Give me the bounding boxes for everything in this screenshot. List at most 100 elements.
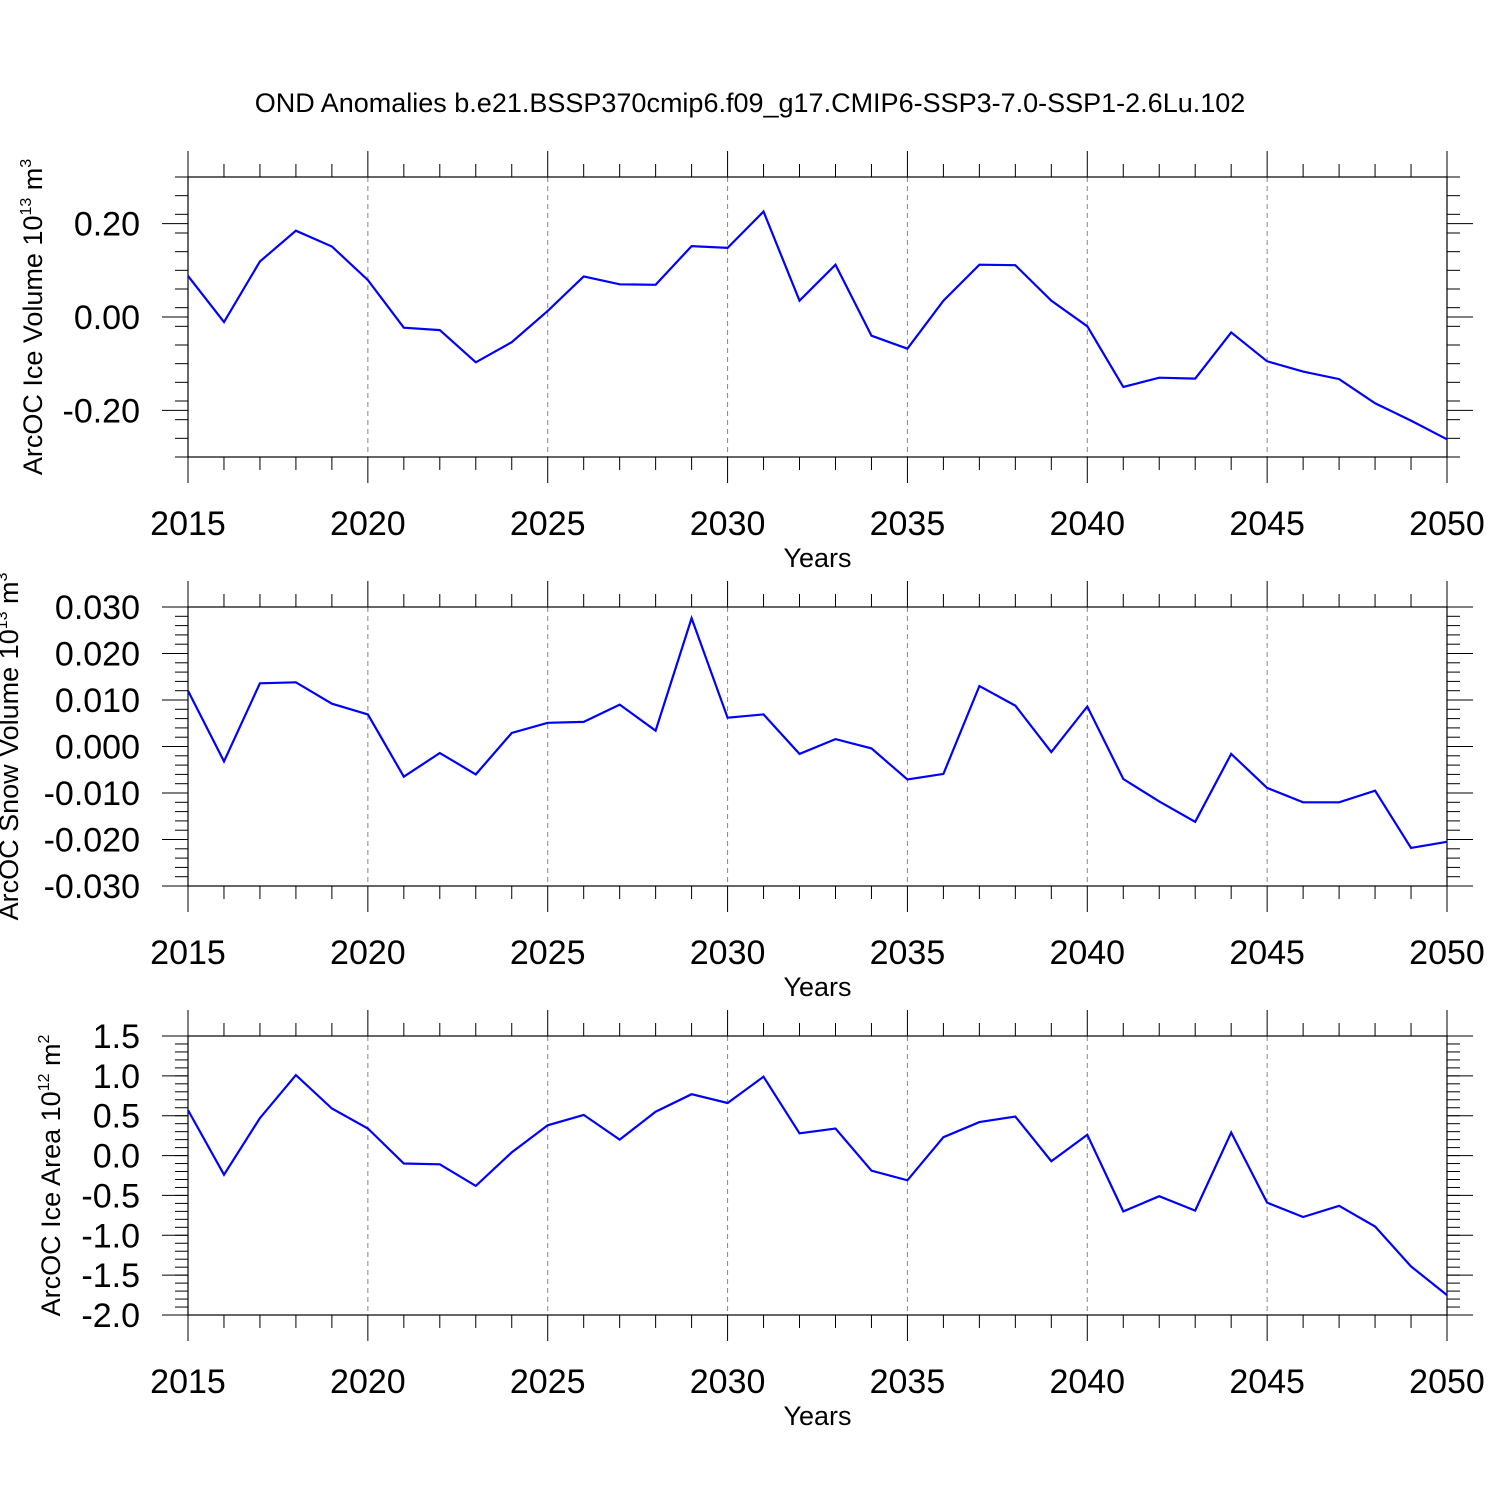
data-point <box>1121 1209 1125 1213</box>
y-axis-label: ArcOC Ice Volume 1013 m3 <box>18 159 48 475</box>
data-point <box>1265 359 1269 363</box>
data-point <box>222 759 226 763</box>
x-tick-label: 2030 <box>690 505 766 543</box>
x-tick-label: 2050 <box>1409 1363 1485 1401</box>
data-point <box>186 689 190 693</box>
data-point <box>1337 377 1341 381</box>
data-point <box>1373 789 1377 793</box>
data-point <box>438 328 442 332</box>
data-point <box>941 299 945 303</box>
y-tick-label: 0.020 <box>55 636 140 674</box>
chart-title: OND Anomalies b.e21.BSSP370cmip6.f09_g17… <box>255 88 1246 118</box>
plot-frame <box>187 176 1448 458</box>
x-tick-label: 2050 <box>1409 505 1485 543</box>
data-point <box>1445 1293 1449 1297</box>
y-tick-label: 0.5 <box>93 1098 140 1136</box>
data-point <box>1409 846 1413 850</box>
data-point <box>798 299 802 303</box>
data-point <box>186 1108 190 1112</box>
y-tick-label: -0.5 <box>81 1177 140 1215</box>
data-point <box>582 274 586 278</box>
y-tick-label: -1.5 <box>81 1257 140 1295</box>
data-point <box>1049 299 1053 303</box>
data-point <box>654 283 658 287</box>
y-tick-label: 0.00 <box>74 299 140 337</box>
data-point <box>1085 324 1089 328</box>
data-point <box>977 684 981 688</box>
data-point <box>654 729 658 733</box>
data-point <box>1229 752 1233 756</box>
x-axis-label: Years <box>783 1401 851 1431</box>
data-point <box>1121 385 1125 389</box>
data-point <box>258 681 262 685</box>
data-point <box>1013 704 1017 708</box>
x-tick-label: 2030 <box>690 934 766 972</box>
data-point <box>294 680 298 684</box>
data-point <box>833 1126 837 1130</box>
data-point <box>510 340 514 344</box>
data-point <box>1193 1209 1197 1213</box>
data-point <box>941 772 945 776</box>
data-point <box>1121 777 1125 781</box>
data-point <box>1301 1215 1305 1219</box>
data-point <box>258 1116 262 1120</box>
panel-ice-volume: -0.20 0.00 0.20 2015 2020 2025 2030 2035 2040 204… <box>18 151 1485 573</box>
data-point <box>690 244 694 248</box>
y-tick-label: 0.20 <box>74 206 140 244</box>
data-point <box>1445 840 1449 844</box>
x-tick-label: 2035 <box>870 934 946 972</box>
data-point <box>798 752 802 756</box>
data-point <box>869 746 873 750</box>
data-point <box>1157 799 1161 803</box>
data-point <box>546 1123 550 1127</box>
data-point <box>222 1173 226 1177</box>
data-point <box>905 347 909 351</box>
plot-frame <box>187 1035 1448 1316</box>
x-tick-label: 2015 <box>150 505 226 543</box>
data-point <box>1193 377 1197 381</box>
y-tick-label: -0.020 <box>44 822 140 860</box>
data-point <box>654 1110 658 1114</box>
x-tick-label: 2045 <box>1229 1363 1305 1401</box>
data-point <box>690 616 694 620</box>
x-axis-label: Years <box>783 972 851 1002</box>
data-point <box>438 751 442 755</box>
data-point <box>905 778 909 782</box>
series-line <box>187 1073 1448 1296</box>
data-point <box>510 1150 514 1154</box>
data-point <box>366 1126 370 1130</box>
data-point <box>330 245 334 249</box>
data-point <box>1085 1133 1089 1137</box>
data-point <box>294 1073 298 1077</box>
x-tick-label: 2020 <box>330 505 406 543</box>
data-point <box>546 309 550 313</box>
data-point <box>1193 820 1197 824</box>
data-point <box>618 282 622 286</box>
x-tick-label: 2040 <box>1049 1363 1125 1401</box>
data-point <box>1301 370 1305 374</box>
x-tick-label: 2020 <box>330 1363 406 1401</box>
data-point <box>330 702 334 706</box>
series-line <box>187 209 1448 441</box>
y-tick-label: 1.5 <box>93 1018 140 1056</box>
data-point <box>726 716 730 720</box>
x-tick-label: 2050 <box>1409 934 1485 972</box>
x-tick-label: 2015 <box>150 1363 226 1401</box>
data-point <box>941 1135 945 1139</box>
data-point <box>582 720 586 724</box>
data-point <box>833 263 837 267</box>
data-point <box>402 775 406 779</box>
data-point <box>474 360 478 364</box>
data-point <box>582 1113 586 1117</box>
series-line <box>187 614 1448 850</box>
x-tick-label: 2045 <box>1229 505 1305 543</box>
data-point <box>977 1120 981 1124</box>
data-point <box>762 1075 766 1079</box>
data-point <box>977 263 981 267</box>
data-point <box>1445 437 1449 441</box>
data-point <box>618 1138 622 1142</box>
data-point <box>869 1169 873 1173</box>
data-point <box>726 246 730 250</box>
data-point <box>1157 376 1161 380</box>
data-point <box>402 1162 406 1166</box>
